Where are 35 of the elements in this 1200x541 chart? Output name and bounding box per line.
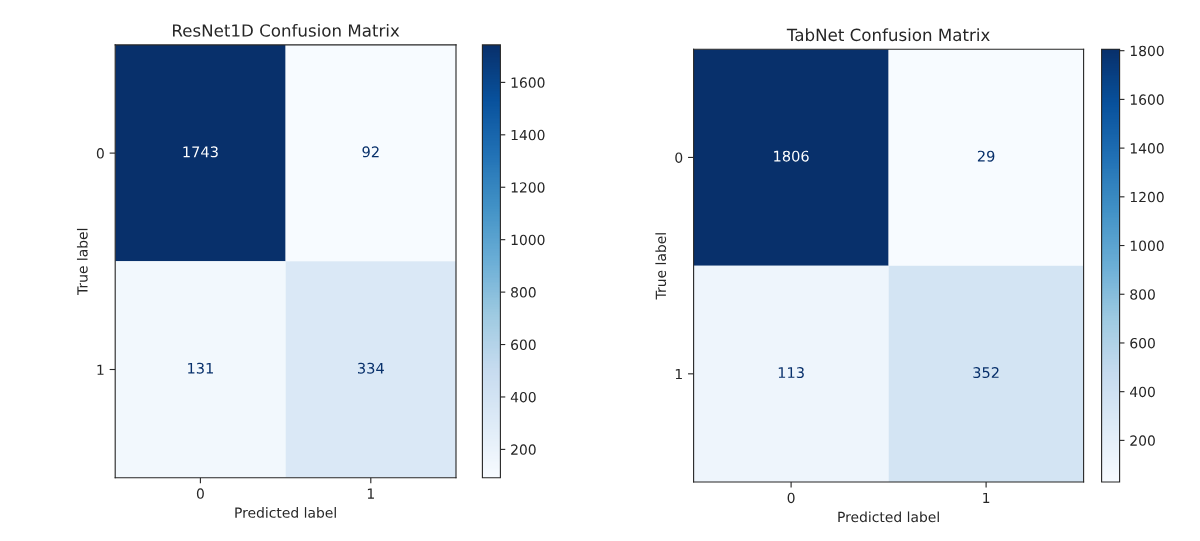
data-label: 1743 (183, 146, 218, 158)
x-tick-label: 0 (787, 492, 795, 504)
color-bar-label: 600 (1130, 337, 1155, 349)
data-label: 131 (188, 362, 213, 374)
color-bar-label: 800 (1130, 289, 1155, 300)
chart-title: ResNet1D Confusion Matrix (173, 23, 400, 37)
x-tick-label: 0 (196, 488, 204, 499)
color-bar-label: 1000 (1130, 240, 1164, 252)
color-bar-label: 400 (510, 391, 536, 403)
x-tick-label: 1 (367, 488, 374, 499)
color-bar-label: 200 (1130, 435, 1155, 446)
color-bar-label: 1800 (1130, 45, 1164, 57)
color-bar-label: 1200 (511, 182, 545, 193)
color-bar-label: 400 (1130, 386, 1155, 398)
data-label: 1806 (774, 150, 809, 162)
y-axis-title: True label (76, 228, 88, 296)
x-axis-title: Predicted label (838, 511, 939, 523)
color-bar-label: 1000 (511, 234, 545, 246)
color-bar-label: 1400 (1130, 143, 1164, 154)
color-bar-label: 1600 (1130, 94, 1164, 105)
x-tick-label: 1 (983, 492, 990, 503)
color-bar-label: 1400 (511, 129, 545, 141)
data-label: 113 (778, 367, 804, 379)
chart-title: TabNet Confusion Matrix (786, 28, 990, 42)
color-bar-label: 1200 (1130, 191, 1164, 203)
color-bar-label: 200 (511, 444, 536, 455)
data-label: 29 (977, 150, 995, 162)
y-axis-title: True label (655, 233, 667, 300)
color-bar-label: 1600 (511, 77, 545, 88)
color-bar-label: 600 (511, 339, 536, 351)
data-label: 92 (362, 146, 379, 158)
x-axis-title: Predicted label (235, 507, 336, 518)
data-label: 352 (973, 367, 999, 379)
data-label: 334 (357, 362, 384, 374)
color-bar-label: 800 (511, 287, 536, 298)
